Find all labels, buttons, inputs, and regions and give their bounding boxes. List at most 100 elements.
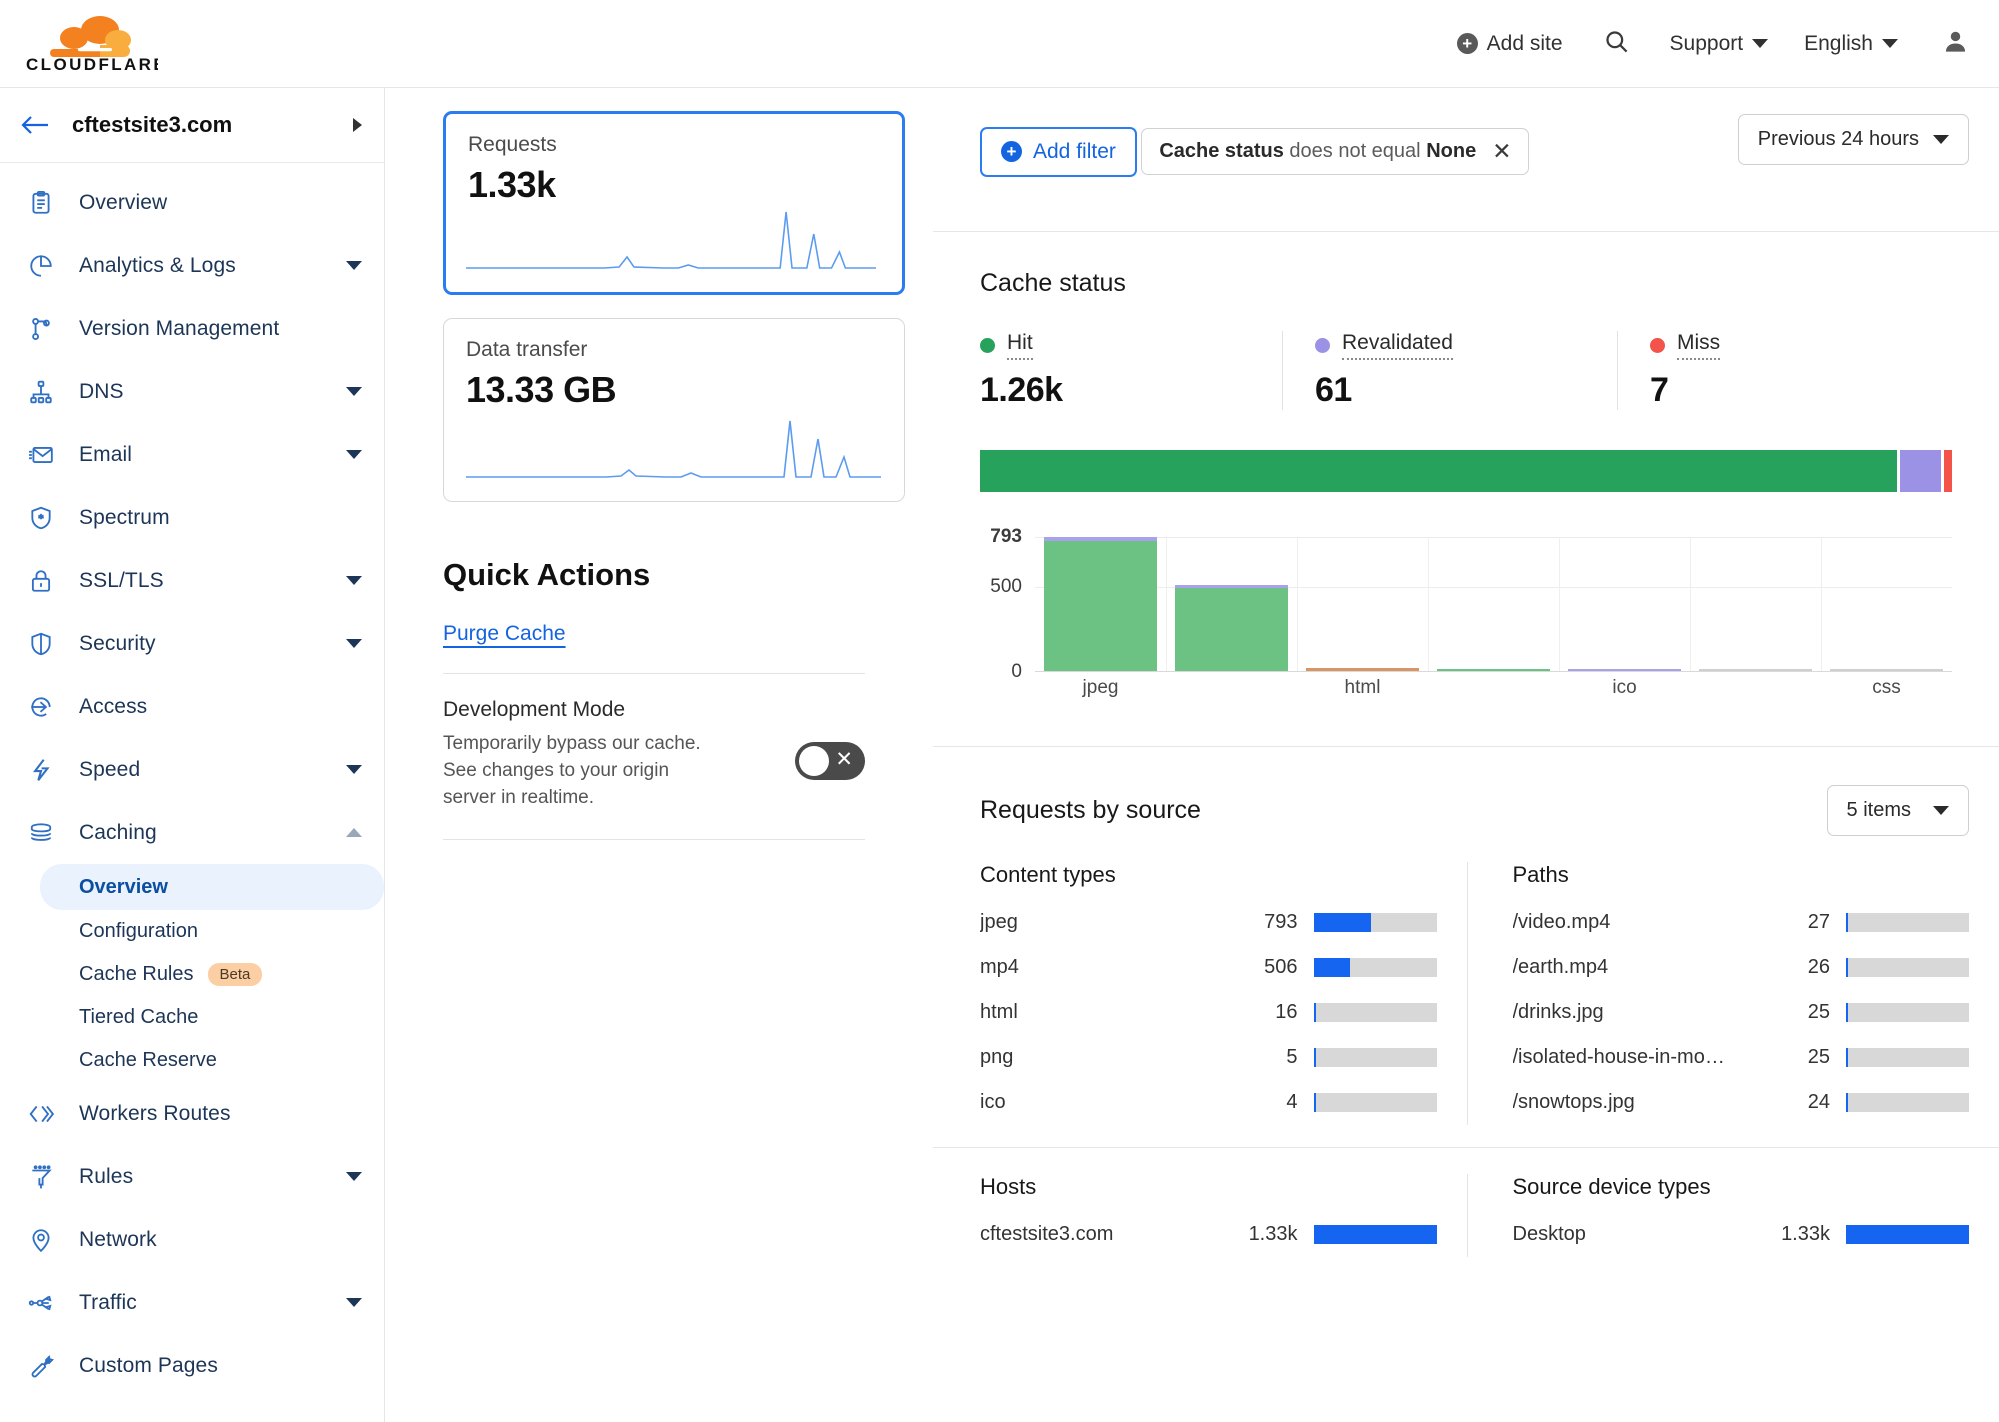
top-navigation-bar: CLOUDFLARE + Add site Support English	[0, 0, 1999, 88]
language-menu[interactable]: English	[1786, 22, 1916, 66]
chart-gridline	[1035, 537, 1952, 538]
chevron-down-icon[interactable]	[346, 765, 362, 774]
chevron-right-icon[interactable]	[353, 118, 362, 132]
status-dot-revalidated	[1315, 338, 1330, 353]
cloudflare-logo[interactable]: CLOUDFLARE	[26, 15, 158, 72]
search-icon[interactable]	[1581, 18, 1652, 70]
sidebar-item-overview[interactable]: Overview	[0, 171, 384, 234]
list-item-bar	[1313, 1225, 1437, 1244]
chart-bar-html[interactable]	[1297, 537, 1428, 671]
chevron-down-icon[interactable]	[346, 1172, 362, 1181]
list-item[interactable]: /drinks.jpg 25	[1513, 990, 1969, 1035]
add-site-button[interactable]: + Add site	[1439, 22, 1581, 66]
user-avatar-icon[interactable]	[1916, 18, 1977, 70]
bar-segment-revalidated	[1174, 584, 1289, 588]
sidebar-item-label: Version Management	[79, 316, 280, 340]
pie-chart-icon	[24, 253, 58, 279]
bar-segment-hit	[1043, 540, 1158, 671]
development-mode-toggle[interactable]: ✕	[795, 742, 865, 780]
time-range-selector[interactable]: Previous 24 hours	[1737, 114, 1969, 165]
chart-gridline	[1035, 586, 1952, 588]
list-item[interactable]: Desktop 1.33k	[1513, 1212, 1969, 1257]
sidebar-item-label: Custom Pages	[79, 1353, 218, 1377]
sidebar-item-custom-pages[interactable]: Custom Pages	[0, 1334, 384, 1397]
list-item[interactable]: png 5	[980, 1035, 1437, 1080]
list-item[interactable]: /video.mp4 27	[1512, 900, 1969, 945]
requests-sparkline	[466, 211, 876, 269]
list-item[interactable]: jpeg 793	[980, 900, 1437, 945]
sidebar-item-network[interactable]: Network	[0, 1208, 384, 1271]
cache-status-metric-hit[interactable]: Hit 1.26k	[980, 331, 1282, 410]
sidebar-item-access[interactable]: Access	[0, 675, 384, 738]
sidebar-item-traffic[interactable]: Traffic	[0, 1271, 384, 1334]
divider	[443, 673, 865, 674]
cache-status-label: Miss	[1677, 331, 1721, 360]
chart-bar-svg[interactable]	[1690, 537, 1821, 671]
language-label: English	[1804, 31, 1873, 55]
chevron-down-icon[interactable]	[346, 387, 362, 396]
close-icon: ✕	[835, 748, 853, 771]
chart-bar-ico[interactable]	[1559, 537, 1690, 671]
sidebar-item-ssl-tls[interactable]: SSL/TLS	[0, 549, 384, 612]
sidebar-item-label: Network	[79, 1227, 157, 1251]
cache-status-metric-miss[interactable]: Miss 7	[1617, 331, 1952, 410]
sidebar-item-security[interactable]: Security	[0, 612, 384, 675]
shield-star-icon	[24, 505, 58, 531]
cache-status-label: Revalidated	[1342, 331, 1453, 360]
sidebar-item-dns[interactable]: DNS	[0, 360, 384, 423]
content-types-panel: Content types jpeg 793 mp4 506 html 16 png 5 ico…	[933, 862, 1467, 1125]
sidebar-subitem-cache-rules[interactable]: Cache Rules Beta	[0, 953, 384, 996]
sidebar-item-speed[interactable]: Speed	[0, 738, 384, 801]
status-dot-hit	[980, 338, 995, 353]
chart-bar-jpeg[interactable]	[1035, 537, 1166, 671]
metric-card-requests[interactable]: Requests 1.33k	[443, 111, 905, 295]
list-item[interactable]: mp4 506	[980, 945, 1437, 990]
filter-chip[interactable]: Cache status does not equal None ✕	[1141, 128, 1530, 175]
sidebar-subitem-configuration[interactable]: Configuration	[0, 910, 384, 953]
sidebar-item-label: Rules	[79, 1164, 134, 1188]
chevron-down-icon[interactable]	[346, 639, 362, 648]
add-filter-button[interactable]: + Add filter	[980, 126, 1137, 177]
support-menu[interactable]: Support	[1652, 22, 1787, 66]
chevron-down-icon[interactable]	[346, 1298, 362, 1307]
requests-by-source-header: Requests by source 5 items	[933, 785, 1999, 836]
sidebar-subitem-cache-reserve[interactable]: Cache Reserve	[0, 1039, 384, 1082]
chevron-down-icon[interactable]	[346, 261, 362, 270]
site-selector-header[interactable]: cftestsite3.com	[0, 88, 384, 163]
sidebar-item-email[interactable]: Email	[0, 423, 384, 486]
sidebar-item-spectrum[interactable]: Spectrum	[0, 486, 384, 549]
sidebar-item-rules[interactable]: Rules	[0, 1145, 384, 1208]
sidebar: cftestsite3.com Overview Analytics & Log…	[0, 88, 385, 1422]
chart-bar-png[interactable]	[1428, 537, 1559, 671]
chart-x-label-ico: ico	[1612, 677, 1637, 698]
sidebar-subitem-overview[interactable]: Overview	[40, 864, 384, 910]
sidebar-item-analytics-and-logs[interactable]: Analytics & Logs	[0, 234, 384, 297]
sidebar-item-caching[interactable]: Caching	[0, 801, 384, 864]
metric-card-data-transfer[interactable]: Data transfer 13.33 GB	[443, 318, 905, 502]
sidebar-item-workers-routes[interactable]: Workers Routes	[0, 1082, 384, 1145]
cache-status-metric-revalidated[interactable]: Revalidated 61	[1282, 331, 1617, 410]
list-item[interactable]: /earth.mp4 26	[1513, 945, 1969, 990]
purge-cache-link[interactable]: Purge Cache	[443, 622, 566, 645]
sidebar-subitem-label: Cache Rules	[79, 963, 194, 985]
list-item[interactable]: ico 4	[980, 1080, 1437, 1125]
chevron-up-icon[interactable]	[346, 828, 362, 837]
sidebar-item-label: Speed	[79, 757, 141, 781]
list-item-bar	[1313, 1093, 1437, 1112]
back-arrow-icon[interactable]	[20, 114, 50, 136]
chart-bar-mp4[interactable]	[1166, 537, 1297, 671]
list-item-name: /video.mp4	[1512, 911, 1611, 933]
items-count-selector[interactable]: 5 items	[1826, 785, 1969, 836]
list-item[interactable]: /snowtops.jpg 24	[1513, 1080, 1969, 1125]
chart-bar-css[interactable]	[1821, 537, 1952, 671]
list-item[interactable]: cftestsite3.com 1.33k	[980, 1212, 1437, 1257]
list-item[interactable]: /isolated-house-in-mo… 25	[1513, 1035, 1969, 1080]
list-item[interactable]: html 16	[980, 990, 1437, 1035]
chevron-down-icon[interactable]	[346, 576, 362, 585]
close-icon[interactable]: ✕	[1492, 138, 1512, 164]
branch-icon	[24, 316, 58, 342]
chevron-down-icon[interactable]	[346, 450, 362, 459]
sidebar-item-version-management[interactable]: Version Management	[0, 297, 384, 360]
sidebar-subitem-tiered-cache[interactable]: Tiered Cache	[0, 996, 384, 1039]
metric-value: 1.33k	[468, 164, 556, 205]
